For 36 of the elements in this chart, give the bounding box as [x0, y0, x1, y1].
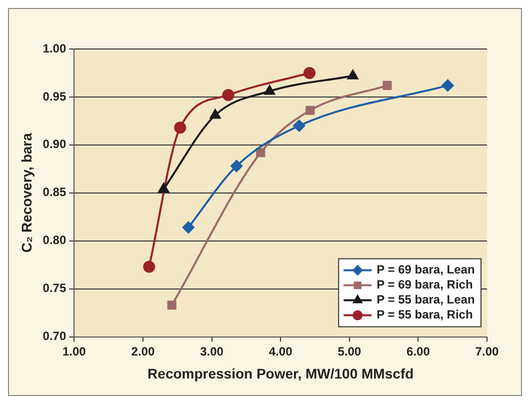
point [293, 120, 306, 132]
point [158, 183, 169, 193]
point [256, 148, 266, 158]
point [222, 89, 234, 102]
y-tick-label: 0.95 [42, 89, 66, 104]
y-tick-label: 0.90 [42, 137, 66, 152]
point [382, 80, 392, 90]
point [306, 106, 315, 115]
x-axis-title: Recompression Power, MW/100 MMscfd [148, 365, 414, 382]
x-tick-label: 3.00 [200, 344, 224, 358]
legend-label: P = 69 bara, Rich [376, 278, 473, 292]
legend-label: P = 55 bara, Rich [376, 308, 473, 322]
point [210, 109, 221, 119]
legend-label: P = 69 bara, Lean [376, 262, 475, 277]
point [167, 300, 176, 310]
x-tick-label: 1.00 [62, 344, 86, 358]
point [303, 66, 316, 79]
x-tick-label: 6.00 [406, 344, 430, 358]
y-tick-label: 0.80 [42, 233, 66, 248]
x-tick-label: 7.00 [475, 344, 499, 358]
y-tick-label: 1.00 [42, 41, 66, 56]
point [143, 260, 156, 273]
point [182, 221, 194, 234]
point [230, 160, 243, 172]
x-tick-label: 2.00 [131, 344, 155, 358]
point [442, 79, 454, 92]
legend-label: P = 55 bara, Lean [376, 292, 475, 307]
y-tick-label: 0.85 [42, 185, 66, 200]
y-tick-label: 0.75 [42, 281, 66, 296]
point [174, 122, 186, 134]
point [347, 70, 358, 80]
x-tick-label: 5.00 [338, 344, 362, 358]
point [264, 85, 275, 95]
x-tick-label: 4.00 [268, 344, 293, 358]
y-tick-label: 0.70 [42, 329, 66, 344]
y-axis-title: C₂ Recovery, bara [18, 132, 34, 253]
